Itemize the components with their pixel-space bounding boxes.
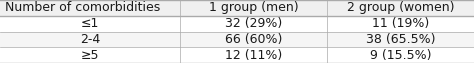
Bar — [0, 47, 474, 63]
Text: Number of comorbidities: Number of comorbidities — [5, 1, 160, 14]
Text: 32 (29%): 32 (29%) — [225, 17, 282, 30]
Bar — [0, 16, 474, 32]
Text: 2 group (women): 2 group (women) — [347, 1, 454, 14]
Text: 12 (11%): 12 (11%) — [225, 49, 282, 62]
Bar — [0, 0, 474, 16]
Bar — [0, 32, 474, 47]
Text: ≤1: ≤1 — [81, 17, 99, 30]
Text: ≥5: ≥5 — [81, 49, 100, 62]
Text: 1 group (men): 1 group (men) — [209, 1, 299, 14]
Text: 38 (65.5%): 38 (65.5%) — [366, 33, 435, 46]
Text: 66 (60%): 66 (60%) — [225, 33, 283, 46]
Text: 2-4: 2-4 — [80, 33, 100, 46]
Text: 11 (19%): 11 (19%) — [372, 17, 429, 30]
Text: 9 (15.5%): 9 (15.5%) — [370, 49, 431, 62]
